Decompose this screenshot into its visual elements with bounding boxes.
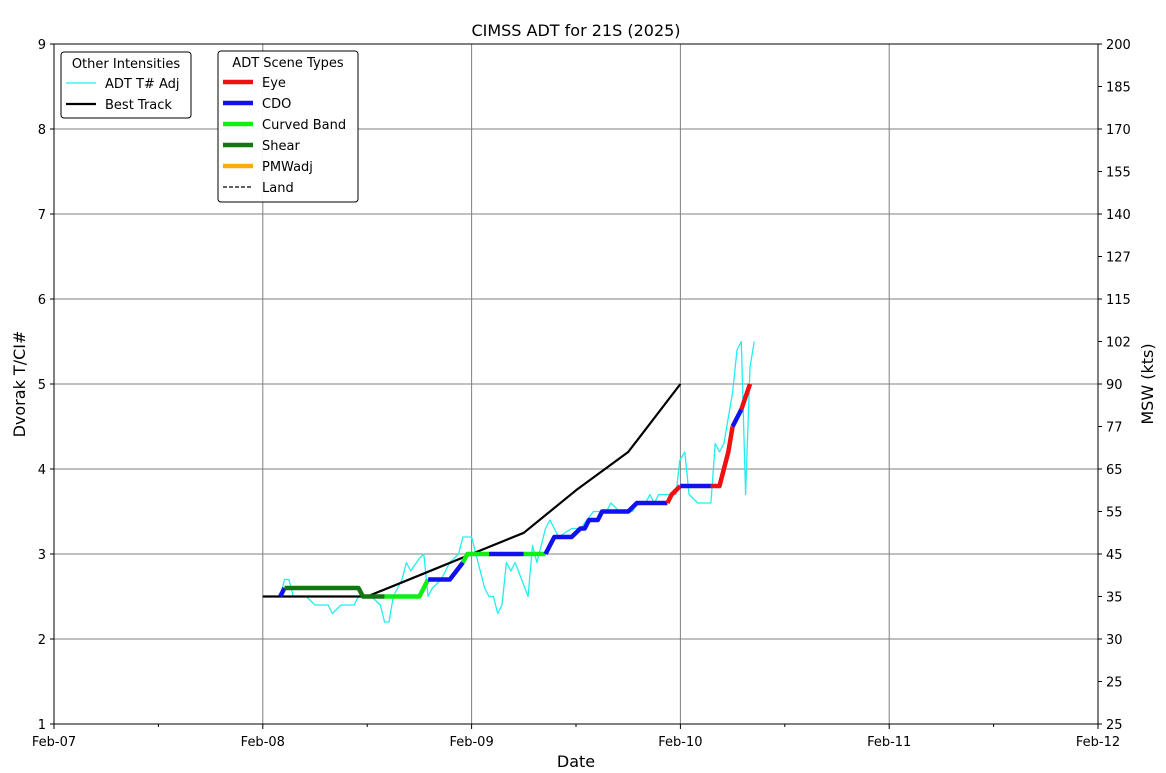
legend-label: ADT T# Adj — [105, 77, 179, 92]
legend-label: Curved Band — [262, 118, 346, 133]
adt-t-adj-line — [279, 340, 755, 623]
scene-segment-cdo — [730, 408, 744, 428]
x-tick-label: Feb-08 — [241, 735, 285, 750]
right-tick-label: 90 — [1106, 378, 1123, 393]
right-tick-label: 185 — [1106, 81, 1131, 96]
right-tick-label: 140 — [1106, 208, 1131, 223]
legend-label: Land — [262, 181, 294, 196]
x-tick-label: Feb-09 — [449, 735, 493, 750]
scene-segment-cdo — [428, 561, 465, 582]
right-tick-label: 170 — [1106, 123, 1131, 138]
scene-segment-cdo — [278, 586, 287, 598]
legend-label: Best Track — [105, 98, 172, 113]
y-tick-label: 4 — [38, 463, 46, 478]
scene-segment-curved-band — [460, 551, 489, 564]
legend-title: Other Intensities — [72, 57, 181, 72]
legends: Other Intensities ADT T# Adj Best Track ADT… — [60, 50, 359, 203]
grid-lines — [54, 44, 1098, 724]
y-tick-label: 7 — [38, 208, 46, 223]
best-track-line — [262, 383, 682, 598]
chart-title: CIMSS ADT for 21S (2025) — [471, 21, 680, 40]
scene-segment-shear — [284, 585, 385, 599]
y-tick-label: 9 — [38, 38, 46, 53]
x-tick-label: Feb-11 — [867, 735, 911, 750]
right-tick-label: 25 — [1106, 676, 1123, 691]
y-tick-label: 8 — [38, 123, 46, 138]
y-tick-label: 5 — [38, 378, 46, 393]
x-axis-title: Date — [557, 752, 595, 771]
legend-label: Shear — [262, 139, 300, 154]
legend-scene-types: ADT Scene Types Eye CDO Curved Band Shear PMW… — [217, 50, 359, 203]
right-tick-label: 102 — [1106, 336, 1131, 351]
right-tick-label: 65 — [1106, 463, 1123, 478]
legend-other-intensities: Other Intensities ADT T# Adj Best Track — [60, 51, 192, 119]
right-tick-label: 30 — [1106, 633, 1123, 648]
right-tick-label: 55 — [1106, 506, 1123, 521]
right-tick-label: 25 — [1106, 718, 1123, 733]
right-tick-label: 45 — [1106, 548, 1123, 563]
series-lines — [262, 340, 755, 623]
y-tick-label: 6 — [38, 293, 46, 308]
right-tick-label: 155 — [1106, 166, 1131, 181]
x-tick-label: Feb-10 — [658, 735, 702, 750]
y-tick-label: 3 — [38, 548, 46, 563]
y-axis-title: Dvorak T/CI# — [10, 331, 29, 438]
x-tick-label: Feb-12 — [1076, 735, 1120, 750]
scene-segment-eye — [739, 383, 753, 411]
right-tick-label: 200 — [1106, 38, 1131, 53]
right-tick-label: 115 — [1106, 293, 1131, 308]
right-tick-label: 35 — [1106, 591, 1123, 606]
scene-segment-eye — [665, 484, 682, 505]
legend-title: ADT Scene Types — [232, 56, 344, 71]
legend-label: CDO — [262, 97, 291, 112]
scene-segment-curved-band — [384, 578, 431, 599]
axis-ticks: 1234567892525303545556577901021151271401… — [32, 38, 1131, 750]
scene-segment-cdo — [543, 500, 668, 556]
x-tick-label: Feb-07 — [32, 735, 76, 750]
legend-label: PMWadj — [262, 160, 313, 175]
y-tick-label: 2 — [38, 633, 46, 648]
right-tick-label: 127 — [1106, 251, 1131, 266]
legend-label: Eye — [262, 76, 286, 91]
y-tick-label: 1 — [38, 718, 46, 733]
right-tick-label: 77 — [1106, 421, 1123, 436]
legend-box — [60, 51, 192, 119]
scene-segment-eye — [710, 426, 735, 489]
right-axis-title: MSW (kts) — [1138, 343, 1157, 424]
